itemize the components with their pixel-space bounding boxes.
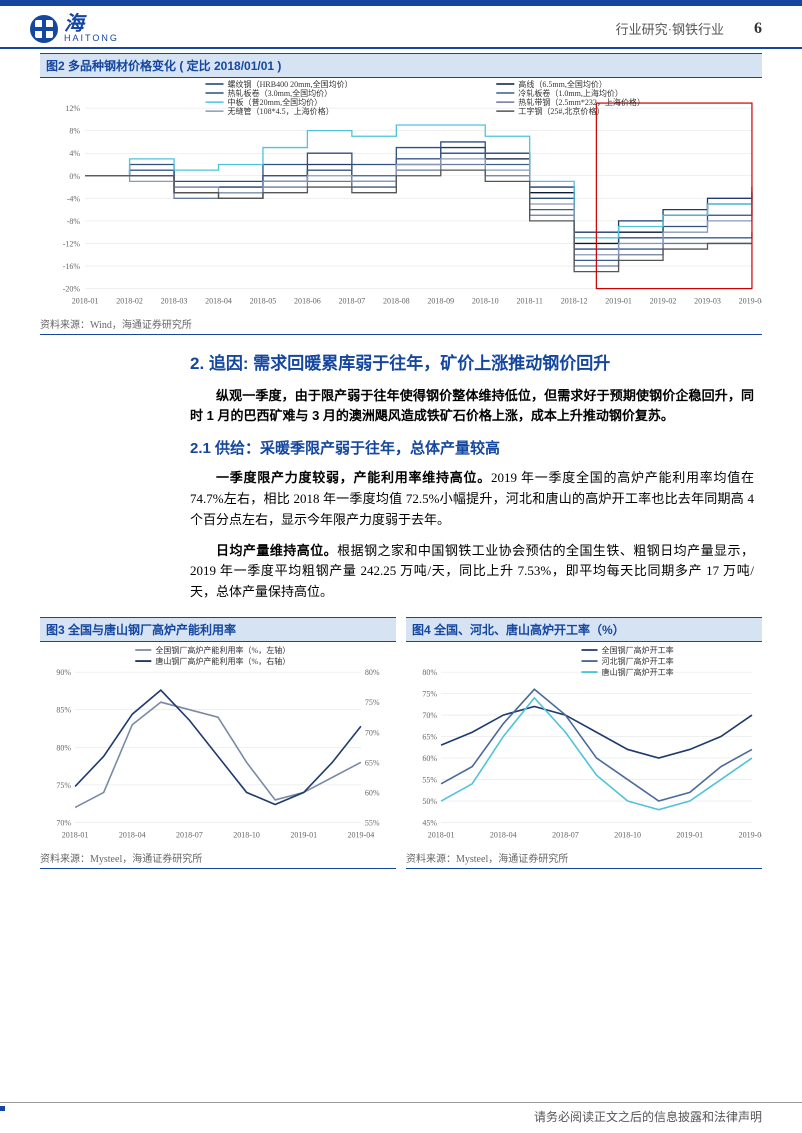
figure-4-chart: 45% 50% 55% 60% 65% 70% 75% 80% 2018-01 2018-04 20…: [406, 642, 762, 843]
heading-2-1: 2.1 供给：采暖季限产弱于往年，总体产量较高: [190, 437, 754, 468]
svg-text:2018-03: 2018-03: [161, 297, 188, 306]
svg-text:2019-04: 2019-04: [348, 831, 375, 840]
svg-text:65%: 65%: [422, 733, 437, 742]
svg-text:2018-07: 2018-07: [552, 831, 579, 840]
svg-text:2018-10: 2018-10: [472, 297, 499, 306]
svg-text:70%: 70%: [422, 711, 437, 720]
svg-text:4%: 4%: [69, 149, 80, 158]
svg-text:-4%: -4%: [67, 194, 81, 203]
figure-4-source: 资料来源：Mysteel，海通证券研究所: [406, 848, 762, 869]
svg-text:2018-07: 2018-07: [176, 831, 203, 840]
page-header: 海 HAITONG 行业研究·钢铁行业 6: [0, 6, 802, 49]
svg-text:2018-01: 2018-01: [72, 297, 99, 306]
svg-text:中板（普20mm,全国均价）: 中板（普20mm,全国均价）: [228, 97, 323, 107]
figure-4-title: 图4 全国、河北、唐山高炉开工率（%）: [406, 617, 762, 642]
svg-text:2019-01: 2019-01: [605, 297, 632, 306]
svg-text:2018-02: 2018-02: [116, 297, 143, 306]
figure-3: 图3 全国与唐山钢厂高炉产能利用率 70% 75% 80% 85% 90% 55% 60% 6…: [40, 617, 396, 869]
svg-text:全国钢厂高炉产能利用率（%，左轴）: 全国钢厂高炉产能利用率（%，左轴）: [155, 645, 290, 655]
figure-3-source: 资料来源：Mysteel，海通证券研究所: [40, 848, 396, 869]
brand-cn: 海: [64, 14, 119, 34]
svg-text:2019-03: 2019-03: [694, 297, 721, 306]
svg-text:70%: 70%: [56, 819, 71, 828]
figure-4: 图4 全国、河北、唐山高炉开工率（%） 45% 50% 55% 60% 65% 70% 75…: [406, 617, 762, 869]
svg-text:唐山钢厂高炉产能利用率（%，右轴）: 唐山钢厂高炉产能利用率（%，右轴）: [155, 656, 290, 666]
svg-text:唐山钢厂高炉开工率: 唐山钢厂高炉开工率: [602, 667, 674, 677]
figure-3-title: 图3 全国与唐山钢厂高炉产能利用率: [40, 617, 396, 642]
figure-2-source: 资料来源：Wind，海通证券研究所: [40, 314, 762, 335]
svg-text:65%: 65%: [365, 758, 380, 767]
svg-text:2018-11: 2018-11: [516, 297, 542, 306]
svg-text:75%: 75%: [422, 690, 437, 699]
svg-text:2019-01: 2019-01: [676, 831, 703, 840]
para-1: 纵观一季度，由于限产弱于往年使得钢价整体维持低位，但需求好于预期使钢价企稳回升，…: [190, 386, 754, 438]
svg-text:2018-04: 2018-04: [490, 831, 517, 840]
svg-text:50%: 50%: [422, 797, 437, 806]
svg-text:2018-01: 2018-01: [428, 831, 455, 840]
svg-text:2018-01: 2018-01: [62, 831, 89, 840]
figure-2: 图2 多品种钢材价格变化 ( 定比 2018/01/01 ) -20%-16%-…: [40, 53, 762, 335]
svg-text:80%: 80%: [365, 668, 380, 677]
svg-text:12%: 12%: [65, 104, 80, 113]
header-right: 行业研究·钢铁行业 6: [616, 19, 762, 38]
svg-text:热轧带钢（2.5mm*232，上海价格）: 热轧带钢（2.5mm*232，上海价格）: [518, 97, 645, 107]
svg-text:70%: 70%: [365, 728, 380, 737]
page-footer: 请务必阅读正文之后的信息披露和法律声明: [0, 1102, 802, 1133]
doc-category: 行业研究·钢铁行业: [616, 19, 724, 38]
svg-text:工字钢（25#,北京价格）: 工字钢（25#,北京价格）: [518, 106, 604, 116]
svg-text:-16%: -16%: [63, 262, 81, 271]
svg-text:2019-02: 2019-02: [650, 297, 677, 306]
logo-icon: [30, 15, 58, 43]
figure-row: 图3 全国与唐山钢厂高炉产能利用率 70% 75% 80% 85% 90% 55% 60% 6…: [40, 617, 762, 869]
svg-text:85%: 85%: [56, 706, 71, 715]
svg-text:2018-04: 2018-04: [119, 831, 146, 840]
svg-text:-8%: -8%: [67, 217, 81, 226]
svg-text:75%: 75%: [365, 698, 380, 707]
para-2: 一季度限产力度较弱，产能利用率维持高位。2019 年一季度全国的高炉产能利用率均…: [190, 468, 754, 540]
svg-text:80%: 80%: [422, 668, 437, 677]
svg-text:60%: 60%: [365, 788, 380, 797]
svg-text:55%: 55%: [422, 776, 437, 785]
svg-text:0%: 0%: [69, 172, 80, 181]
svg-text:55%: 55%: [365, 819, 380, 828]
svg-text:80%: 80%: [56, 743, 71, 752]
svg-text:2018-09: 2018-09: [427, 297, 454, 306]
svg-text:2018-08: 2018-08: [383, 297, 410, 306]
svg-text:螺纹钢（HRB400 20mm,全国均价）: 螺纹钢（HRB400 20mm,全国均价）: [228, 79, 353, 89]
svg-text:75%: 75%: [56, 781, 71, 790]
svg-text:60%: 60%: [422, 754, 437, 763]
svg-text:2018-05: 2018-05: [250, 297, 277, 306]
svg-text:90%: 90%: [56, 668, 71, 677]
svg-text:2019-04: 2019-04: [739, 831, 762, 840]
svg-text:2018-07: 2018-07: [339, 297, 366, 306]
svg-text:高线（6.5mm,全国均价）: 高线（6.5mm,全国均价）: [518, 79, 607, 89]
svg-text:无缝管（108*4.5，上海价格）: 无缝管（108*4.5，上海价格）: [228, 106, 334, 116]
svg-text:2019-04: 2019-04: [739, 297, 762, 306]
svg-text:2018-10: 2018-10: [233, 831, 260, 840]
body-text: 2. 追因: 需求回暖累库弱于往年，矿价上涨推动钢价回升 纵观一季度，由于限产弱…: [40, 335, 762, 613]
page-number: 6: [754, 20, 762, 38]
figure-3-chart: 70% 75% 80% 85% 90% 55% 60% 65% 70% 75% 80% 2018-01…: [40, 642, 396, 843]
brand-logo-block: 海 HAITONG: [30, 14, 119, 43]
page-content: 图2 多品种钢材价格变化 ( 定比 2018/01/01 ) -20%-16%-…: [0, 53, 802, 869]
svg-text:热轧板卷（3.0mm,全国均价）: 热轧板卷（3.0mm,全国均价）: [228, 88, 333, 98]
svg-text:2018-12: 2018-12: [561, 297, 588, 306]
svg-text:2018-04: 2018-04: [205, 297, 232, 306]
heading-2: 2. 追因: 需求回暖累库弱于往年，矿价上涨推动钢价回升: [190, 349, 754, 386]
figure-2-title: 图2 多品种钢材价格变化 ( 定比 2018/01/01 ): [40, 53, 762, 78]
svg-text:-20%: -20%: [63, 285, 81, 294]
brand-en: HAITONG: [64, 34, 119, 43]
svg-text:2018-06: 2018-06: [294, 297, 321, 306]
svg-text:2018-10: 2018-10: [614, 831, 641, 840]
para-3: 日均产量维持高位。根据钢之家和中国钢铁工业协会预估的全国生铁、粗钢日均产量显示，…: [190, 541, 754, 613]
svg-text:45%: 45%: [422, 819, 437, 828]
svg-text:8%: 8%: [69, 127, 80, 136]
svg-text:2019-01: 2019-01: [290, 831, 317, 840]
svg-text:-12%: -12%: [63, 239, 81, 248]
figure-2-chart: -20% -16% -12% -8% -4% 0% 4% 8% 12% 2018-01 2018-0…: [40, 78, 762, 309]
svg-text:河北钢厂高炉开工率: 河北钢厂高炉开工率: [602, 656, 674, 666]
svg-text:全国钢厂高炉开工率: 全国钢厂高炉开工率: [602, 645, 674, 655]
svg-text:冷轧板卷（1.0mm,上海均价）: 冷轧板卷（1.0mm,上海均价）: [518, 88, 623, 98]
